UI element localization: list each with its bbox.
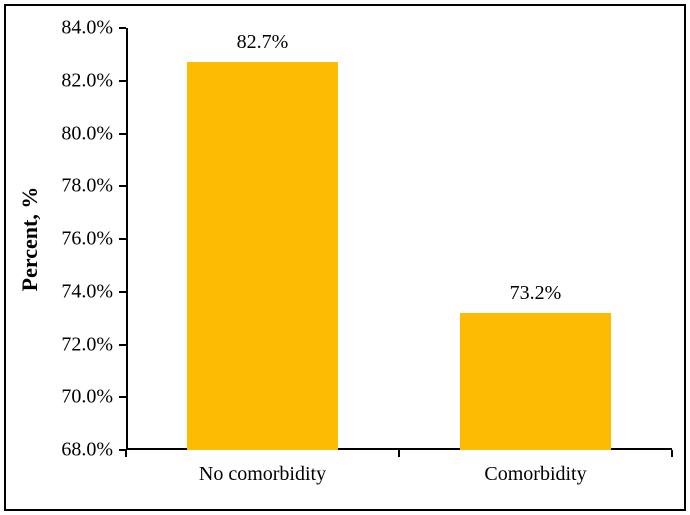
y-tick-label: 80.0% (61, 122, 113, 145)
y-axis-line (126, 28, 128, 450)
y-tick-label: 72.0% (61, 333, 113, 356)
x-tick-mark (125, 450, 127, 457)
y-tick-label: 68.0% (61, 439, 113, 462)
y-tick-mark (119, 344, 126, 346)
y-tick-mark (119, 291, 126, 293)
bar-data-label: 82.7% (237, 31, 289, 54)
y-tick-mark (119, 396, 126, 398)
y-tick-mark (119, 238, 126, 240)
chart-container: 68.0% 70.0% 72.0% 74.0% 76.0% 78.0% 80.0% 82.0%… (0, 0, 690, 515)
y-axis-title: Percent, % (17, 187, 43, 292)
bar (187, 62, 337, 450)
y-tick-mark (119, 80, 126, 82)
y-tick-label: 74.0% (61, 280, 113, 303)
y-tick-label: 78.0% (61, 175, 113, 198)
y-tick-label: 76.0% (61, 228, 113, 251)
x-category-label: Comorbidity (484, 463, 586, 486)
y-tick-label: 82.0% (61, 69, 113, 92)
bar-data-label: 73.2% (510, 282, 562, 305)
y-tick-label: 70.0% (61, 386, 113, 409)
x-tick-mark (671, 450, 673, 457)
y-tick-label: 84.0% (61, 17, 113, 40)
y-tick-mark (119, 133, 126, 135)
x-category-label: No comorbidity (199, 463, 326, 486)
y-tick-mark (119, 185, 126, 187)
x-tick-mark (398, 450, 400, 457)
y-tick-mark (119, 27, 126, 29)
bar (460, 313, 610, 450)
